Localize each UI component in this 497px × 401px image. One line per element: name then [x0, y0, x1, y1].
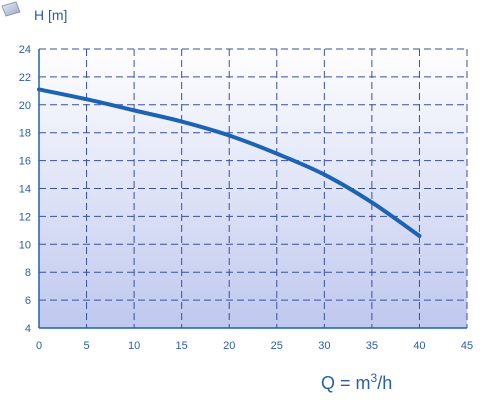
- y-tick-label-16: 16: [19, 156, 31, 168]
- series-layer: [37, 87, 422, 238]
- y-tick-label-24: 24: [19, 44, 31, 56]
- y-tick-label-10: 10: [19, 239, 31, 251]
- y-tick-label-20: 20: [19, 100, 31, 112]
- y-axis-title: H [m]: [34, 7, 67, 23]
- axis-corner-icon: [1, 1, 21, 17]
- y-tick-label-6: 6: [25, 295, 31, 307]
- axes: [38, 49, 467, 329]
- x-tick-label-40: 40: [413, 340, 425, 352]
- y-tick-label-4: 4: [25, 323, 31, 335]
- tick-labels: 0 5 10 15 20 25 30 35 40 45 4 6 8 10 12 14 16 18 20 22 24: [19, 44, 473, 352]
- y-tick-label-22: 22: [19, 72, 31, 84]
- y-tick-label-8: 8: [25, 267, 31, 279]
- x-tick-label-5: 5: [83, 340, 89, 352]
- x-tick-label-25: 25: [271, 340, 283, 352]
- x-tick-label-45: 45: [461, 340, 473, 352]
- x-tick-label-0: 0: [36, 340, 42, 352]
- x-tick-label-35: 35: [366, 340, 378, 352]
- x-tick-label-15: 15: [176, 340, 188, 352]
- y-tick-label-12: 12: [19, 211, 31, 223]
- series-line-0: [37, 87, 422, 238]
- x-tick-label-30: 30: [318, 340, 330, 352]
- y-tick-label-14: 14: [19, 184, 31, 196]
- x-tick-label-20: 20: [223, 340, 235, 352]
- x-tick-label-10: 10: [128, 340, 140, 352]
- x-axis-title: Q = m3/h: [321, 371, 392, 393]
- y-tick-label-18: 18: [19, 128, 31, 140]
